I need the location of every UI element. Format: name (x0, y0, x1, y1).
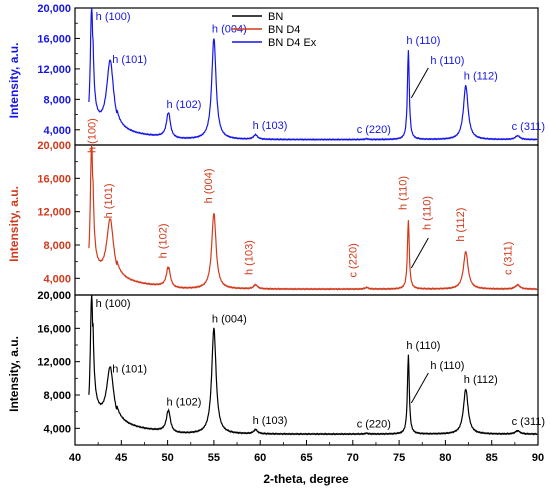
y-tick-label: 20,000 (37, 140, 71, 152)
series-line (88, 144, 538, 291)
peak-label: c (311) (512, 121, 545, 133)
peak-label: h (100) (96, 11, 131, 23)
y-axis-title: Intensity, a.u. (7, 43, 21, 119)
panel-bn-d4-ex: 4,000 8,000 12,000 16,000 20,000 Intensity, a… (7, 3, 545, 146)
x-tick-label: 50 (161, 452, 173, 464)
annotation-arrow (410, 67, 429, 99)
annotation-arrow (410, 372, 429, 404)
peak-label: h (102) (167, 397, 202, 409)
peak-label: h (004) (212, 23, 247, 35)
y-tick-label: 8,000 (43, 94, 71, 106)
peak-label: h (101) (112, 363, 147, 375)
peak-label: h (102) (167, 99, 202, 111)
panel-bn: 4,000 8,000 12,000 16,000 20,000 Intensity, a… (7, 290, 545, 446)
series-line (88, 294, 538, 436)
y-tick-label: 4,000 (43, 423, 71, 435)
y-tick-label: 12,000 (37, 357, 71, 369)
y-tick-label: 4,000 (43, 125, 71, 137)
peak-label: h (110) (430, 360, 464, 372)
peak-label: h (004) (203, 168, 215, 203)
x-axis: 40 45 50 55 60 65 70 75 80 85 90 (69, 440, 544, 464)
peak-label: c (220) (357, 124, 391, 136)
x-tick-label: 40 (69, 452, 81, 464)
x-tick-label: 70 (347, 452, 359, 464)
annotation-arrow (410, 237, 429, 269)
peak-label: h (100) (96, 298, 131, 310)
y-tick-label: 8,000 (43, 240, 71, 252)
x-axis-title: 2-theta, degree (263, 472, 349, 486)
y-tick-label: 16,000 (37, 173, 71, 185)
peak-label: c (220) (348, 243, 360, 277)
peak-label: c (311) (512, 416, 545, 428)
peak-label: h (103) (244, 240, 256, 275)
peak-label: c (220) (357, 418, 391, 430)
peak-label: h (101) (112, 54, 147, 66)
peak-label: h (110) (397, 176, 409, 210)
legend-label: BN D4 (268, 24, 300, 36)
y-tick-label: 20,000 (37, 290, 71, 302)
legend-label: BN D4 Ex (268, 37, 317, 49)
peak-label: h (102) (158, 223, 170, 258)
x-tick-label: 90 (532, 452, 544, 464)
x-tick-label: 55 (208, 452, 220, 464)
peak-label: c (311) (503, 242, 515, 275)
panel-bn-d4: 4,000 8,000 12,000 16,000 20,000 Intensity, a… (7, 118, 539, 296)
legend-label: BN (268, 11, 283, 23)
y-tick-label: 16,000 (37, 323, 71, 335)
peak-label: h (103) (253, 120, 288, 132)
peak-label: h (110) (430, 55, 464, 67)
peak-label: h (112) (464, 374, 498, 386)
peak-label: h (004) (212, 313, 247, 325)
x-tick-label: 45 (115, 452, 127, 464)
y-tick-label: 12,000 (37, 64, 71, 76)
peak-label: h (110) (421, 196, 433, 230)
x-tick-label: 75 (393, 452, 405, 464)
y-axis-title: Intensity, a.u. (7, 186, 21, 262)
series-line (88, 7, 538, 142)
y-tick-label: 8,000 (43, 390, 71, 402)
x-tick-label: 85 (486, 452, 498, 464)
peak-label: h (110) (406, 340, 440, 352)
y-tick-label: 12,000 (37, 207, 71, 219)
x-tick-label: 80 (439, 452, 451, 464)
peak-label: h (110) (406, 35, 440, 47)
chart-panels: 4,000 8,000 12,000 16,000 20,000 Intensity, a… (7, 3, 545, 446)
peak-label: h (112) (455, 208, 467, 242)
y-tick-label: 4,000 (43, 273, 71, 285)
peak-label: h (112) (464, 71, 498, 83)
y-tick-label: 16,000 (37, 33, 71, 45)
x-tick-label: 60 (254, 452, 266, 464)
y-axis-title: Intensity, a.u. (7, 336, 21, 412)
peak-label: h (100) (87, 118, 99, 153)
y-tick-label: 20,000 (37, 3, 71, 15)
x-tick-label: 65 (300, 452, 312, 464)
peak-label: h (101) (103, 183, 115, 218)
peak-label: h (103) (253, 415, 288, 427)
